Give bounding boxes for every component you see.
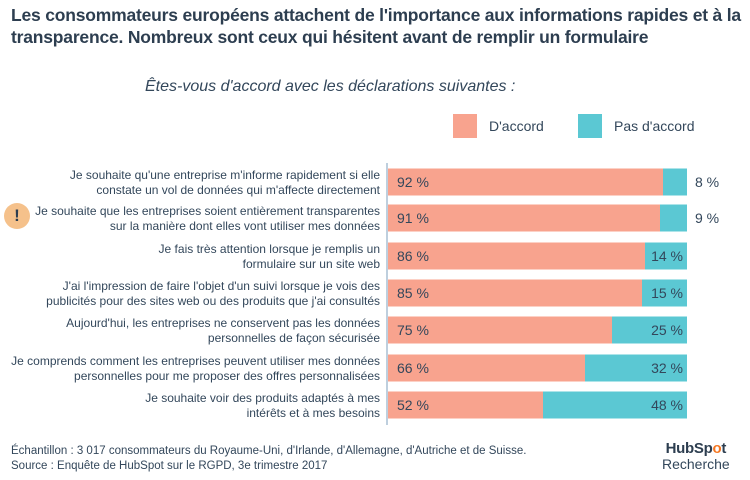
bar-disagree xyxy=(663,168,687,196)
alert-icon: ! xyxy=(4,203,30,229)
data-label-agree: 92 % xyxy=(397,174,429,190)
legend-swatch-agree xyxy=(453,114,477,138)
bar-disagree xyxy=(585,354,687,382)
bar-disagree xyxy=(642,279,687,307)
data-label-agree: 86 % xyxy=(397,248,429,264)
data-label-disagree: 25 % xyxy=(651,322,683,338)
category-label-line: Je fais très attention lorsque je rempli… xyxy=(159,242,380,256)
sample-note: Échantillon : 3 017 consommateurs du Roy… xyxy=(11,445,527,457)
category-label-line: Je souhaite voir des produits adaptés à … xyxy=(145,391,380,405)
data-label-disagree: 32 % xyxy=(651,360,683,376)
bar-disagree xyxy=(660,204,687,232)
data-label-agree: 66 % xyxy=(397,360,429,376)
category-label-line: Je comprends comment les entreprises peu… xyxy=(11,354,380,368)
category-label: Je comprends comment les entreprises peu… xyxy=(11,354,380,383)
data-label-agree: 91 % xyxy=(397,210,429,226)
category-label-line: sur la manière dont elles vont utiliser … xyxy=(110,219,380,233)
data-label-agree: 85 % xyxy=(397,285,429,301)
sprocket-icon: o xyxy=(712,440,722,457)
hubspot-logo: HubSpot Recherche xyxy=(662,440,730,472)
legend-label-disagree: Pas d'accord xyxy=(614,118,695,134)
category-label-line: Je souhaite que les entreprises soient e… xyxy=(35,204,380,218)
footnote: Échantillon : 3 017 consommateurs du Roy… xyxy=(11,444,526,474)
category-label-line: intérêts et à mes besoins xyxy=(247,406,380,420)
category-label-line: Aujourd'hui, les entreprises ne conserve… xyxy=(66,316,380,330)
data-label-agree: 52 % xyxy=(397,397,429,413)
category-label: Je fais très attention lorsque je rempli… xyxy=(159,242,381,271)
bar-agree xyxy=(388,168,663,196)
bar-agree xyxy=(388,242,645,270)
bar-agree xyxy=(388,354,585,382)
logo-suffix: t xyxy=(721,440,727,457)
source-note: Source : Enquête de HubSpot sur le RGPD,… xyxy=(11,460,328,472)
category-label: Je souhaite qu'une entreprise m'informe … xyxy=(70,168,381,197)
category-label: J'ai l'impression de faire l'objet d'un … xyxy=(46,279,380,308)
category-label-line: formulaire sur un site web xyxy=(243,257,381,271)
bar-disagree xyxy=(645,242,687,270)
chart-title: Les consommateurs européens attachent de… xyxy=(11,5,741,47)
data-label-disagree: 15 % xyxy=(651,285,683,301)
bar-disagree xyxy=(543,391,687,419)
category-label: Je souhaite que les entreprises soient e… xyxy=(35,204,380,233)
chart-subtitle: Êtes-vous d'accord avec les déclarations… xyxy=(145,78,516,95)
category-label: Aujourd'hui, les entreprises ne conserve… xyxy=(66,316,380,345)
category-label-line: Je souhaite qu'une entreprise m'informe … xyxy=(70,168,380,182)
logo-subtitle: Recherche xyxy=(662,456,730,472)
legend-label-agree: D'accord xyxy=(489,118,544,134)
category-label-line: personnelles de façon sécurisée xyxy=(208,331,380,345)
bar-agree xyxy=(388,391,543,419)
data-label-disagree: 9 % xyxy=(695,210,719,226)
category-label-line: personnelles pour me proposer des offres… xyxy=(74,369,380,383)
data-label-agree: 75 % xyxy=(397,322,429,338)
bar-agree xyxy=(388,279,642,307)
category-label-line: J'ai l'impression de faire l'objet d'un … xyxy=(63,279,380,293)
logo-prefix: HubSp xyxy=(665,440,713,457)
legend-swatch-disagree xyxy=(578,114,602,138)
data-label-disagree: 14 % xyxy=(651,248,683,264)
category-label-line: constate un vol de données qui m'affecte… xyxy=(96,183,380,197)
bar-disagree xyxy=(612,316,687,344)
legend-item-disagree: Pas d'accord xyxy=(578,114,695,138)
bar-agree xyxy=(388,316,612,344)
data-label-disagree: 8 % xyxy=(695,174,719,190)
logo-brand: HubSpot xyxy=(662,440,730,457)
bar-agree xyxy=(388,204,660,232)
legend-item-agree: D'accord xyxy=(453,114,544,138)
category-label: Je souhaite voir des produits adaptés à … xyxy=(145,391,380,420)
category-label-line: publicités pour des sites web ou des pro… xyxy=(46,294,380,308)
data-label-disagree: 48 % xyxy=(651,397,683,413)
